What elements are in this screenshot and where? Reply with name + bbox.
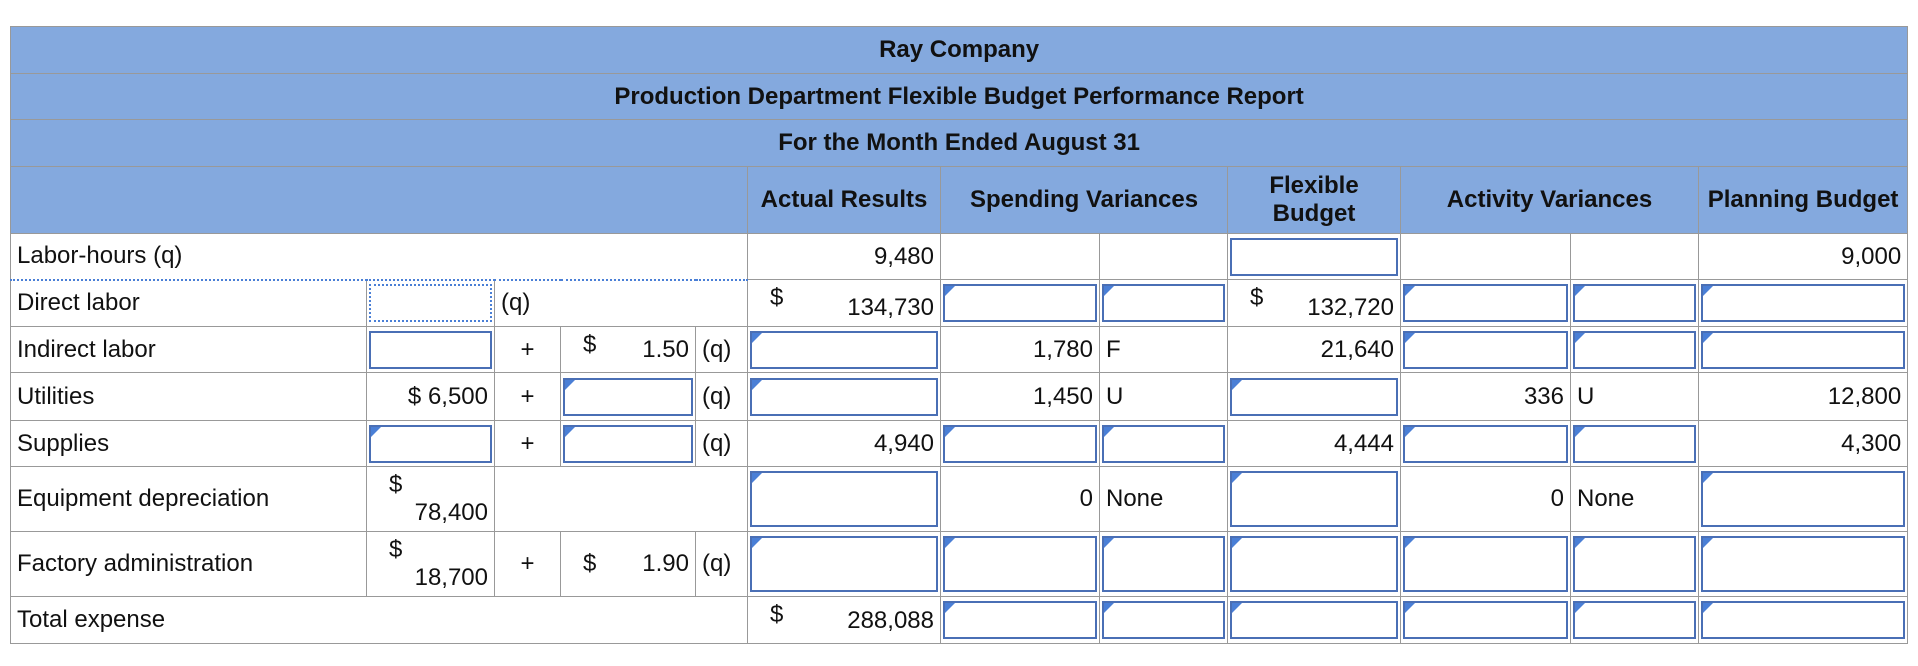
- cell: 132,720: [1307, 294, 1394, 321]
- cell: 288,088: [847, 607, 934, 634]
- cell: +: [494, 372, 561, 421]
- cell: None: [1570, 466, 1699, 532]
- cell: 1.50: [642, 336, 689, 363]
- input-box[interactable]: [1573, 601, 1696, 639]
- input-box[interactable]: [750, 377, 938, 416]
- cell: 1.90: [642, 550, 689, 577]
- cell: 336: [1400, 372, 1571, 421]
- cell: 78,400: [414, 499, 488, 526]
- row-label: Total expense: [10, 596, 748, 644]
- cell: U: [1099, 372, 1228, 421]
- input-box[interactable]: [1701, 601, 1906, 639]
- input-box[interactable]: [943, 424, 1097, 463]
- input-box[interactable]: [563, 424, 693, 463]
- input-box[interactable]: [1102, 536, 1225, 592]
- input-box[interactable]: [369, 424, 492, 463]
- cell: $: [770, 601, 784, 628]
- input-box[interactable]: [750, 330, 938, 369]
- col-header: Spending Variances: [940, 166, 1228, 234]
- input-box[interactable]: [1701, 284, 1906, 322]
- cell: 9,000: [1697, 233, 1909, 280]
- cell: $: [389, 471, 403, 498]
- cell: (q): [695, 326, 748, 373]
- input-box[interactable]: [943, 536, 1097, 592]
- input-box[interactable]: [1230, 536, 1398, 592]
- input-box[interactable]: [369, 284, 492, 323]
- row-label: Labor-hours (q): [10, 233, 748, 281]
- input-box[interactable]: [943, 284, 1097, 322]
- input-box[interactable]: [1701, 471, 1906, 527]
- period: For the Month Ended August 31: [9, 119, 1909, 167]
- cell: $: [770, 284, 784, 311]
- cell: 4,444: [1227, 420, 1401, 467]
- row-label: Equipment depreciation: [10, 466, 367, 532]
- input-box[interactable]: [1102, 284, 1225, 322]
- cell: $: [389, 536, 403, 563]
- cell: 9,480: [747, 233, 941, 280]
- input-box[interactable]: [1230, 471, 1398, 527]
- input-box[interactable]: [1403, 424, 1568, 463]
- cell: 4,940: [747, 420, 941, 467]
- input-box[interactable]: [1230, 377, 1398, 416]
- cell: 12,800: [1697, 372, 1909, 421]
- input-box[interactable]: [750, 471, 938, 527]
- cell: (q): [695, 531, 748, 597]
- input-box[interactable]: [1403, 330, 1568, 369]
- input-box[interactable]: [1701, 330, 1906, 369]
- cell: +: [494, 531, 561, 597]
- cell: (q): [695, 372, 748, 421]
- cell: +: [494, 420, 561, 467]
- input-box[interactable]: [1701, 536, 1906, 592]
- col-header: Flexible Budget: [1227, 166, 1401, 234]
- row-label: Utilities: [10, 372, 367, 421]
- row-label: Direct labor: [10, 279, 367, 327]
- input-box[interactable]: [1403, 536, 1568, 592]
- report-title: Production Department Flexible Budget Pe…: [9, 73, 1909, 120]
- input-box[interactable]: [1403, 284, 1568, 322]
- cell: None: [1099, 466, 1228, 532]
- input-box[interactable]: [1573, 536, 1696, 592]
- cell: U: [1570, 372, 1699, 421]
- cell: $: [1250, 284, 1264, 311]
- input-box[interactable]: [943, 601, 1097, 639]
- input-box[interactable]: [369, 330, 492, 369]
- cell: $: [583, 550, 597, 577]
- input-box[interactable]: [1573, 330, 1696, 369]
- cell: 1,450: [940, 372, 1100, 421]
- input-box[interactable]: [1102, 601, 1225, 639]
- cell: 21,640: [1227, 326, 1401, 373]
- col-header: Actual Results: [747, 166, 941, 234]
- row-label: Supplies: [10, 420, 367, 467]
- row-label: Indirect labor: [10, 326, 367, 373]
- cell: (q): [695, 420, 748, 467]
- input-box[interactable]: [563, 377, 693, 416]
- cell: $: [583, 331, 597, 358]
- cell: +: [494, 326, 561, 373]
- col-header: Planning Budget: [1697, 166, 1909, 234]
- input-box[interactable]: [1573, 284, 1696, 322]
- input-box[interactable]: [1230, 237, 1398, 276]
- row-label: Factory administration: [10, 531, 367, 597]
- cell: F: [1099, 326, 1228, 373]
- input-box[interactable]: [1230, 601, 1398, 639]
- input-box[interactable]: [1573, 424, 1696, 463]
- col-header: Activity Variances: [1400, 166, 1699, 234]
- cell: $ 6,500: [366, 372, 495, 421]
- input-box[interactable]: [750, 536, 938, 592]
- cell: 134,730: [847, 294, 934, 321]
- company: Ray Company: [9, 26, 1909, 74]
- cell: 0: [940, 466, 1100, 532]
- cell: 1,780: [940, 326, 1100, 373]
- input-box[interactable]: [1403, 601, 1568, 639]
- cell: 4,300: [1697, 420, 1909, 467]
- cell: 0: [1400, 466, 1571, 532]
- input-box[interactable]: [1102, 424, 1225, 463]
- cell: 18,700: [414, 564, 488, 591]
- performance-report: Ray Company Production Department Flexib…: [9, 26, 1909, 644]
- cell: (q): [494, 279, 748, 327]
